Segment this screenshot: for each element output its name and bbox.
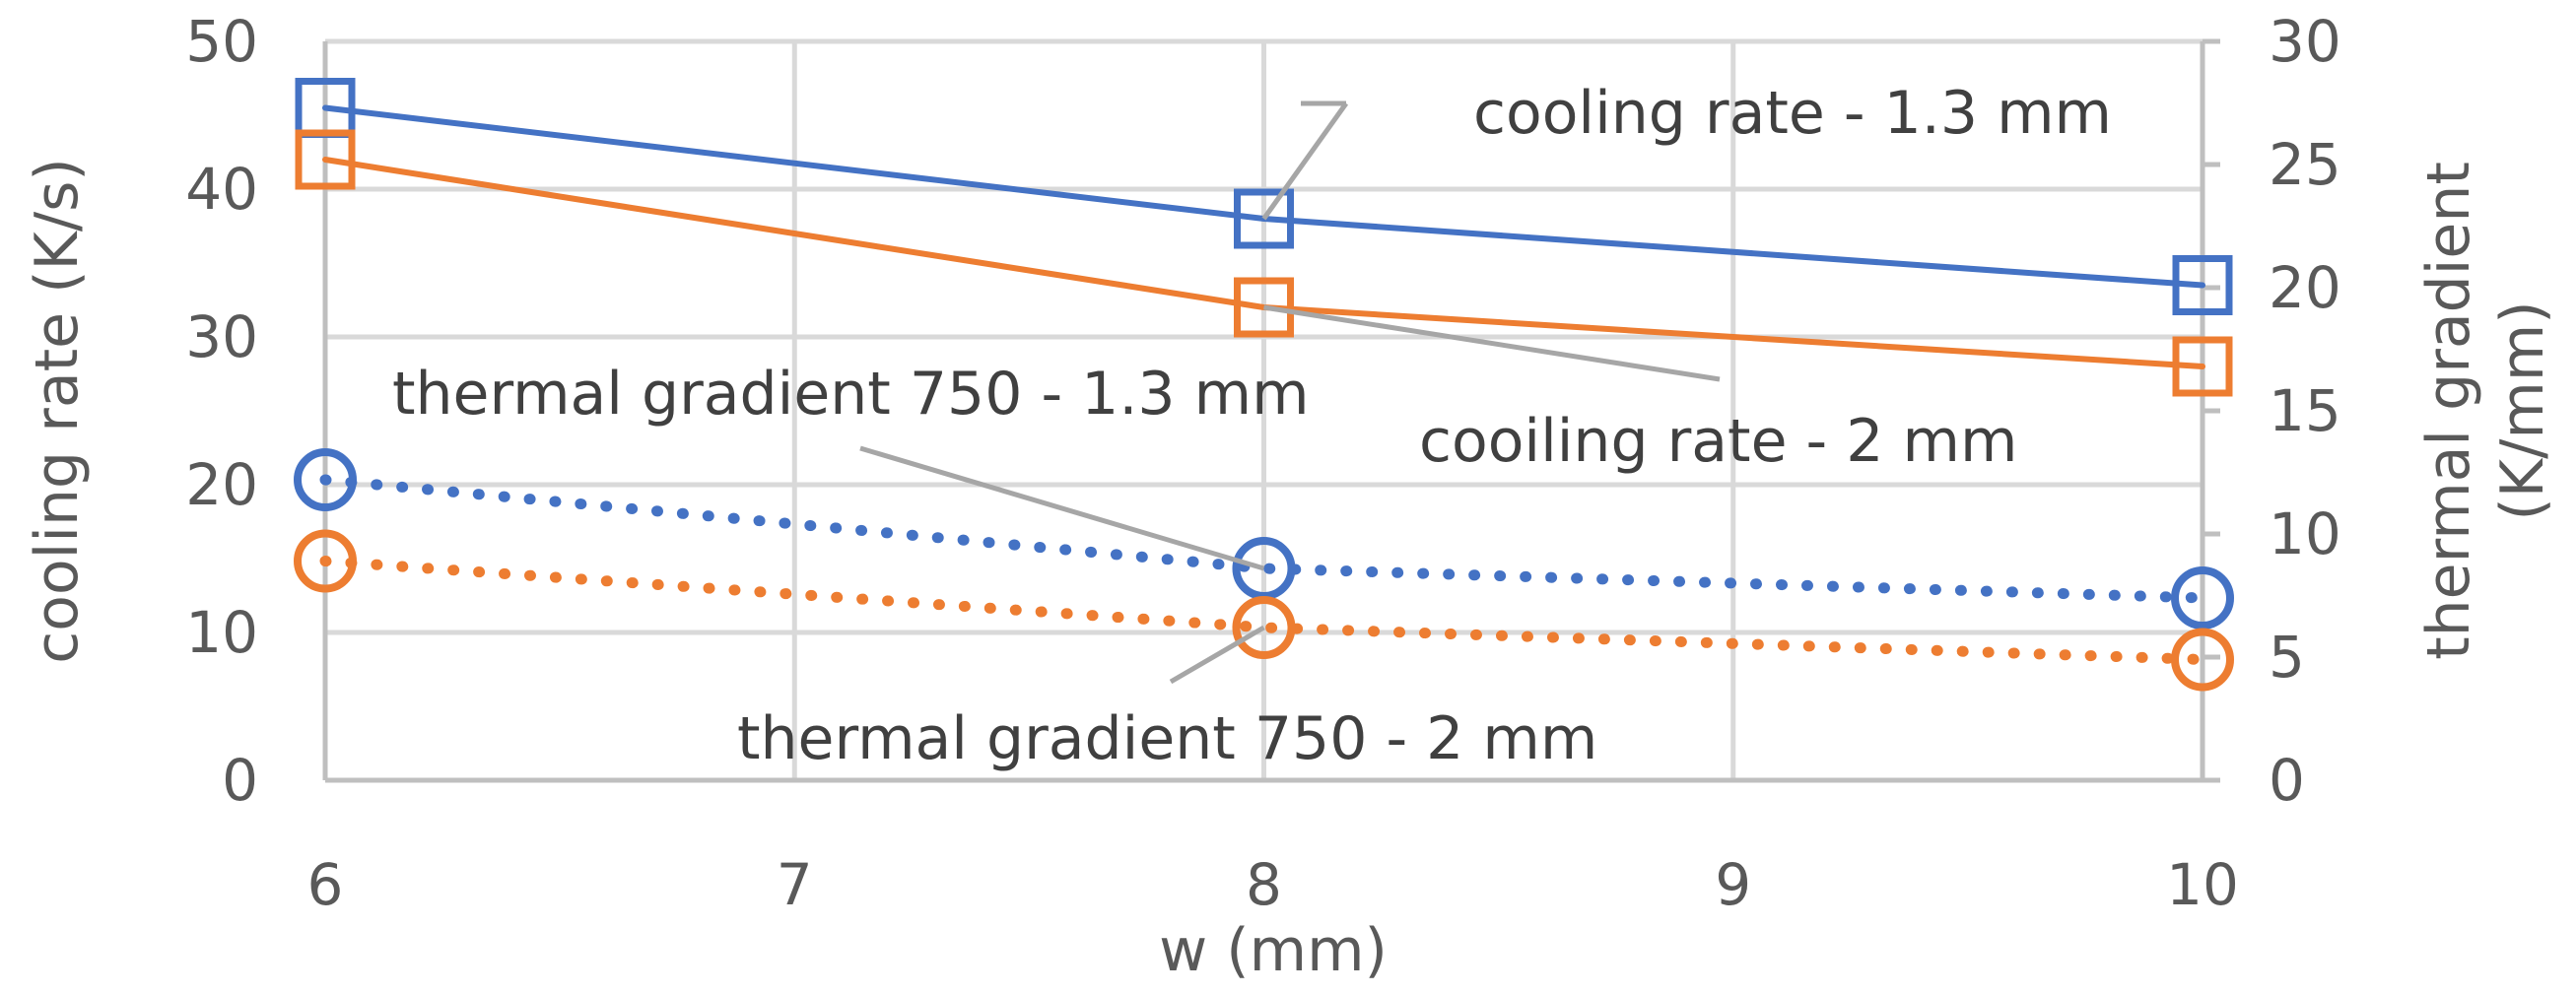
y-axis-right-title-line1: thermal gradient	[2414, 162, 2483, 660]
series-0-marker-1	[1234, 188, 1294, 249]
y-axis-left-tick-label: 10	[185, 599, 258, 666]
x-axis-tick-label: 8	[1246, 851, 1282, 918]
labels: w (mm) cooling rate (K/s) thermal gradie…	[23, 79, 2557, 985]
series-0-marker-2	[2172, 255, 2233, 315]
y-axis-right-tick-label: 10	[2269, 500, 2341, 567]
x-axis-tick-label: 9	[1715, 851, 1751, 918]
axes: 0 10 20 30 40 50 0 5 10 15 20 25 30 6 7 8 9 10	[185, 8, 2341, 918]
y-axis-left-title: cooling rate (K/s)	[23, 158, 92, 664]
y-axis-right-tick-label: 0	[2269, 747, 2305, 814]
series-3-marker-0	[294, 529, 357, 593]
leader-line-3	[1169, 625, 1265, 685]
y-axis-right-title-line2: (K/mm)	[2488, 300, 2557, 520]
series-2-marker-0	[294, 448, 357, 511]
x-axis-title: w (mm)	[1159, 916, 1388, 985]
y-axis-left-tick-label: 0	[222, 747, 258, 814]
y-axis-left-tick-label: 20	[185, 451, 258, 518]
y-axis-left-tick-label: 50	[185, 8, 258, 75]
leader-line-0	[1261, 101, 1349, 221]
series-3-marker-1	[1232, 596, 1296, 659]
series-1-marker-2	[2172, 336, 2233, 397]
y-axis-left-tick-label: 30	[185, 303, 258, 370]
series-2-marker-2	[2171, 566, 2234, 630]
annotation-cooling-rate-2mm: cooiling rate - 2 mm	[1419, 407, 2017, 476]
annotation-cooling-rate-1-3mm: cooling rate - 1.3 mm	[1473, 79, 2112, 148]
y-axis-right-tick-label: 30	[2269, 8, 2341, 75]
y-axis-right-tick-label: 25	[2269, 131, 2341, 198]
y-axis-right-tick-label: 5	[2269, 624, 2305, 691]
annotation-thermal-gradient-2mm: thermal gradient 750 - 2 mm	[737, 704, 1597, 773]
leader-line-2	[859, 445, 1265, 571]
series-line-3	[319, 556, 2208, 665]
x-axis-tick-label: 6	[307, 851, 344, 918]
annotation-thermal-gradient-1-3mm: thermal gradient 750 - 1.3 mm	[392, 360, 1310, 429]
x-axis-tick-label: 7	[777, 851, 813, 918]
x-axis-tick-label: 10	[2166, 851, 2239, 918]
series-3-marker-2	[2171, 628, 2234, 692]
leader-line-1	[1263, 304, 1721, 382]
annotation-leaders	[859, 100, 1721, 685]
y-axis-right-tick-label: 15	[2269, 377, 2341, 444]
y-axis-right-tick-label: 20	[2269, 254, 2341, 321]
series-1-marker-1	[1234, 277, 1294, 338]
y-axis-left-tick-label: 40	[185, 156, 258, 223]
series-1-marker-0	[295, 129, 356, 190]
